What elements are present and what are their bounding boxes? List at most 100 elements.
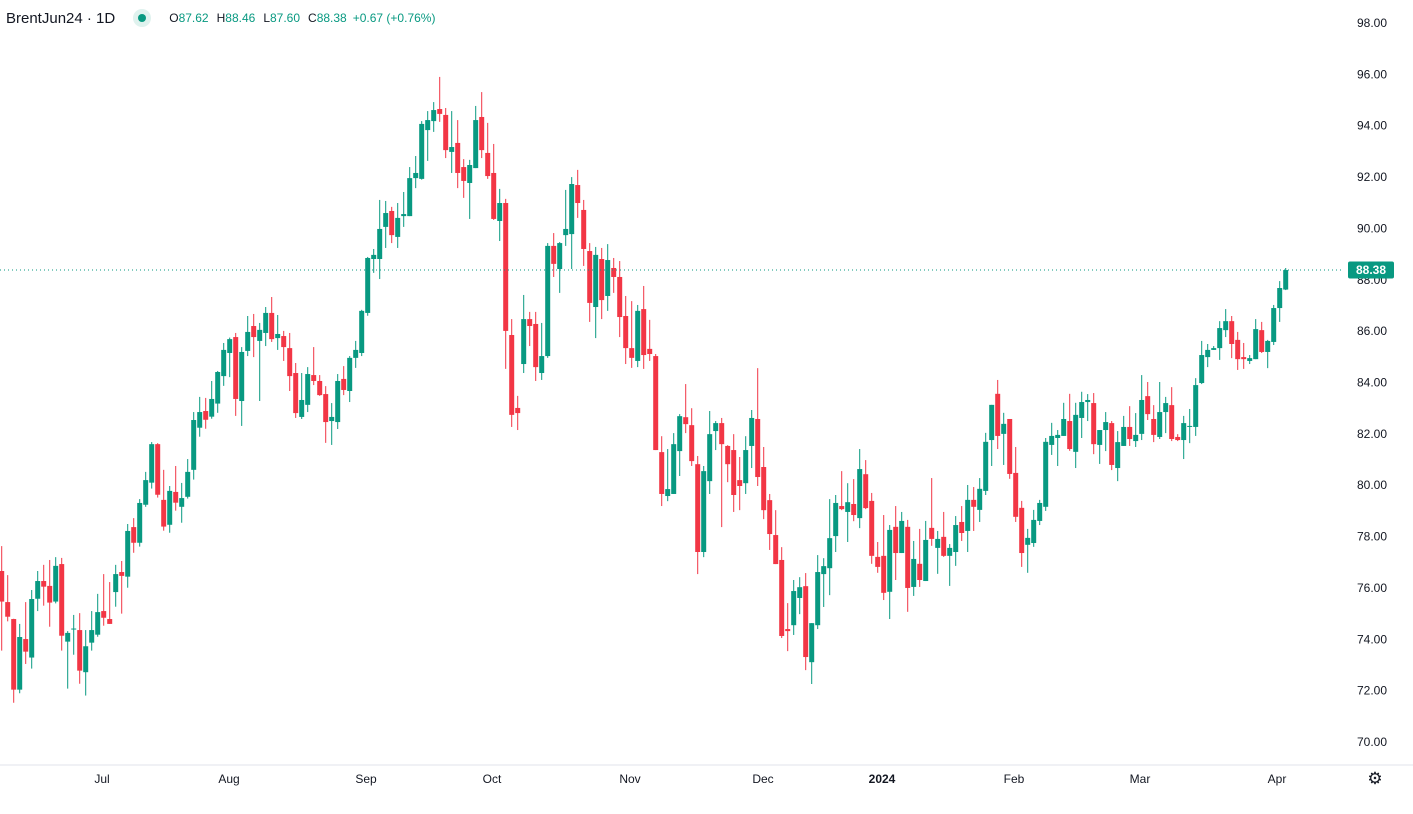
candle-body	[797, 587, 803, 598]
candle-body	[737, 480, 743, 487]
candle-body	[191, 420, 197, 470]
candle	[1001, 412, 1007, 465]
candle	[863, 460, 869, 510]
candle	[485, 122, 491, 179]
candle	[5, 575, 11, 622]
candle	[437, 76, 443, 122]
symbol-title[interactable]: BrentJun24 · 1D	[6, 9, 116, 27]
candle-body	[197, 412, 203, 428]
candle-body	[683, 417, 689, 425]
candle-body	[761, 467, 767, 511]
candle	[629, 301, 635, 368]
candle-body	[167, 490, 173, 525]
candle-body	[773, 535, 779, 565]
candle-body	[863, 474, 869, 509]
candle	[425, 111, 431, 161]
candle-body	[71, 628, 77, 630]
gear-icon[interactable]: ⚙	[1367, 769, 1383, 788]
candle-body	[1271, 308, 1277, 342]
candle-body	[287, 348, 293, 377]
candle-body	[497, 203, 503, 221]
candle	[935, 530, 941, 574]
price-axis[interactable]: 98.0096.0094.0092.0090.0088.0086.0084.00…	[1357, 16, 1387, 749]
candle-body	[29, 599, 35, 658]
candle	[737, 456, 743, 511]
candle	[311, 347, 317, 386]
candle-body	[143, 480, 149, 505]
candle-body	[275, 333, 281, 339]
candle	[1181, 415, 1187, 460]
candle-body	[605, 260, 611, 296]
candles-layer	[0, 76, 1289, 703]
candle	[959, 506, 965, 541]
candle-body	[707, 434, 713, 482]
candle	[215, 370, 221, 413]
candle	[197, 396, 203, 437]
candle-body	[791, 591, 797, 626]
candle	[1115, 431, 1121, 482]
candle	[509, 319, 515, 427]
candle	[1163, 396, 1169, 434]
candle-body	[77, 630, 83, 671]
candle-body	[893, 526, 899, 554]
candle-body	[1157, 412, 1163, 437]
candle-body	[833, 502, 839, 537]
candle-body	[1079, 402, 1085, 418]
candle-body	[353, 349, 359, 358]
candle-body	[215, 371, 221, 404]
last-price-badge	[1348, 261, 1394, 279]
candle-body	[575, 185, 581, 204]
candle-body	[887, 529, 893, 592]
candle-body	[341, 378, 347, 390]
candle	[647, 319, 653, 361]
candle	[377, 199, 383, 280]
candle-body	[809, 623, 815, 663]
candle	[413, 156, 419, 189]
candle	[407, 167, 413, 217]
candle	[635, 304, 641, 368]
candle	[83, 630, 89, 696]
candle	[0, 546, 5, 651]
candle	[1109, 421, 1115, 471]
candle	[71, 614, 77, 655]
candle	[209, 380, 215, 419]
candle-body	[749, 417, 755, 446]
candle-body	[59, 564, 65, 636]
candle	[539, 322, 545, 380]
candle	[1199, 340, 1205, 385]
candle-body	[521, 319, 527, 365]
candle	[341, 366, 347, 396]
candle-body	[47, 585, 53, 603]
candle	[17, 623, 23, 694]
candle-body	[1049, 435, 1055, 445]
candle	[173, 465, 179, 511]
open-value: 87.62	[178, 11, 209, 25]
candle	[77, 613, 83, 684]
candle-body	[515, 407, 521, 414]
candle-body	[0, 571, 5, 602]
candle	[221, 342, 227, 386]
candle-body	[1025, 537, 1031, 545]
candle	[1229, 316, 1235, 359]
candle-body	[875, 556, 881, 567]
candle	[1085, 394, 1091, 422]
candle-body	[1001, 423, 1007, 434]
market-status-icon[interactable]	[133, 9, 152, 27]
candle	[803, 573, 809, 671]
candle-body	[473, 120, 479, 169]
candle	[245, 316, 251, 357]
candle	[1241, 342, 1247, 369]
candle	[1073, 402, 1079, 469]
candle	[527, 311, 533, 347]
price-tick-label: 94.00	[1357, 119, 1387, 133]
candle-body	[965, 499, 971, 531]
candle-body	[533, 323, 539, 368]
candle	[809, 623, 815, 685]
candle-body	[635, 310, 641, 361]
candle	[89, 611, 95, 651]
time-axis[interactable]: Jul Aug Sep Oct Nov Dec 2024 Feb Mar Apr	[94, 772, 1286, 786]
candle	[503, 198, 509, 369]
candle-body	[1127, 426, 1133, 440]
candle	[491, 143, 497, 220]
